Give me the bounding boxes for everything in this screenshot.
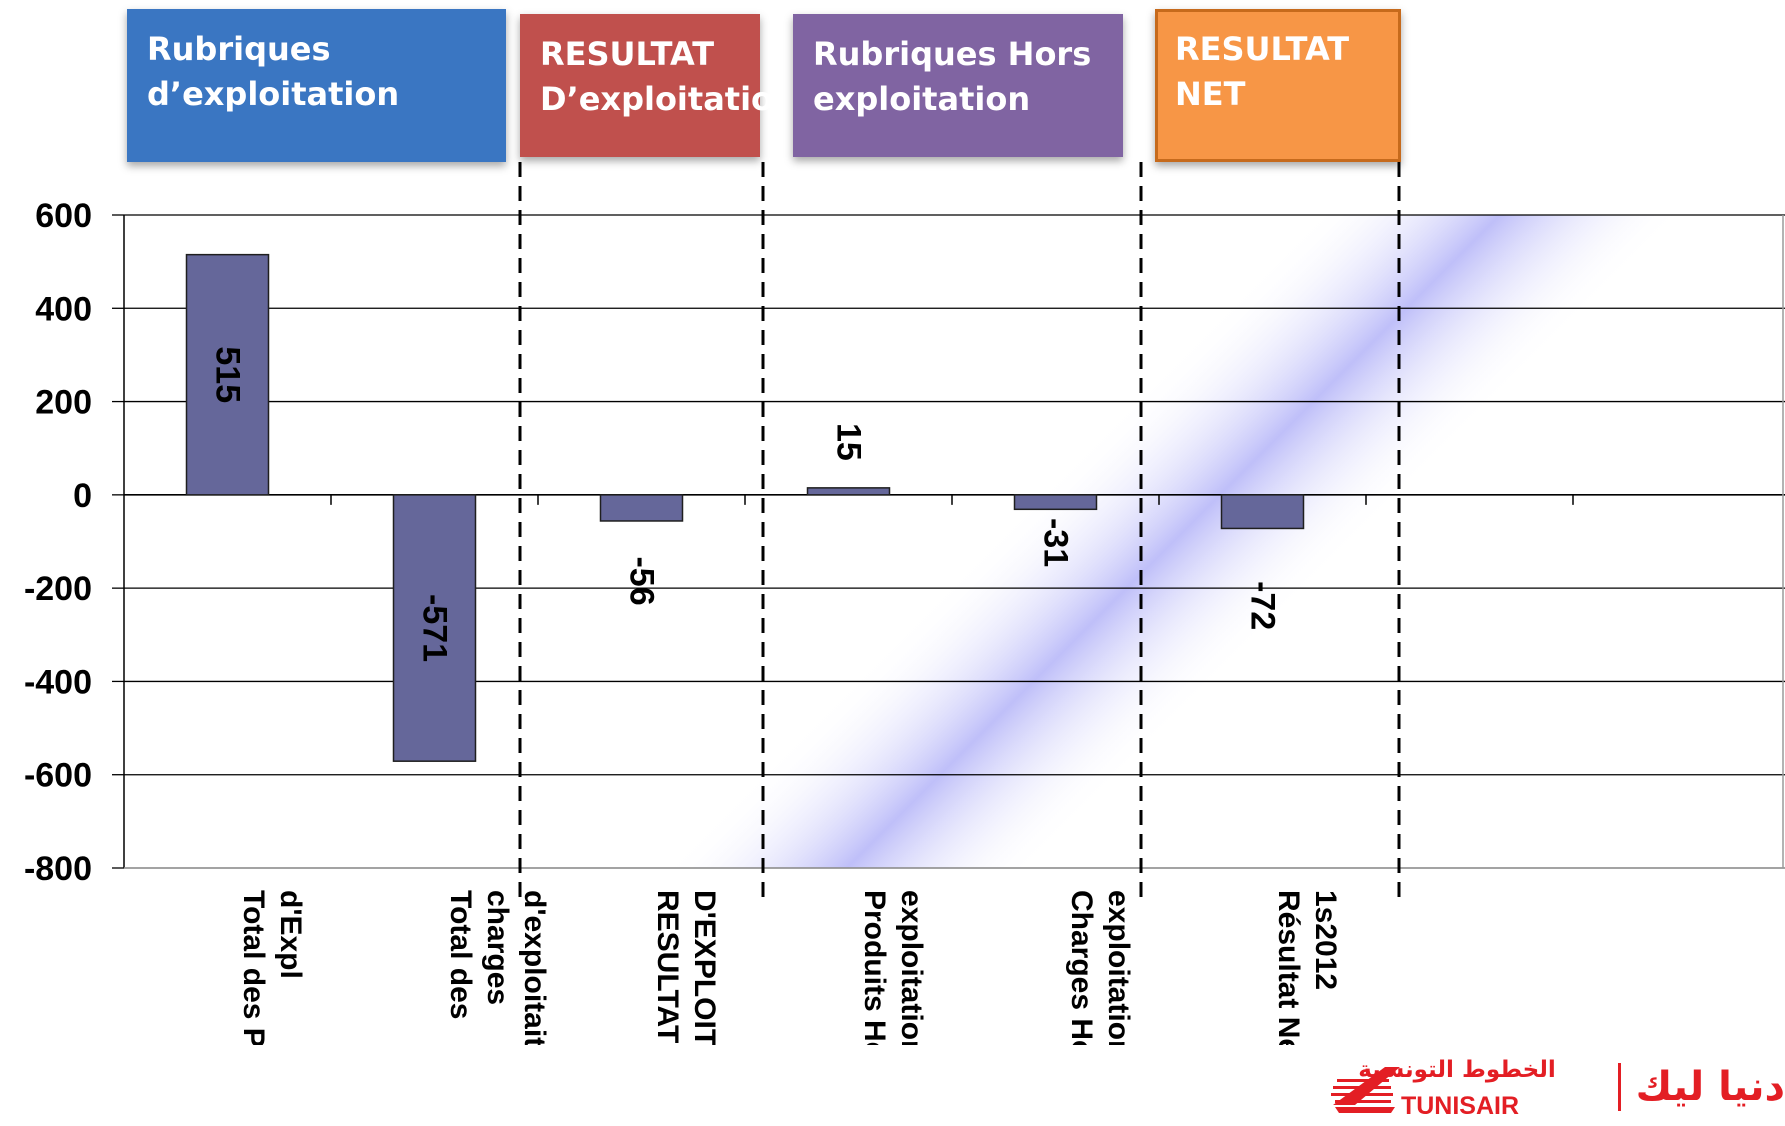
header-operating-result-line-2: D’exploitation [540, 80, 796, 118]
x-category-label-line: Produits Hors [858, 890, 891, 1045]
tunisair-logo: الخطوط التونسية TUNISAIR دنيا ليك [1331, 1057, 1785, 1120]
bar [599, 494, 684, 522]
header-non-operating-items: Rubriques Hors exploitation [793, 14, 1123, 157]
x-category-label-line: RESULTAT [651, 890, 684, 1043]
x-category-label-line: d'exploitaiton [518, 890, 551, 1045]
bar-chart: 600 400 200 0 -200 -400 -600 -800 515 Total des P… [24, 162, 1785, 1045]
data-label: -72 [1244, 581, 1282, 630]
x-category-label-line: D'EXPLOITATION [688, 890, 721, 1045]
bar [1013, 494, 1098, 511]
logo-separator [1618, 1063, 1621, 1111]
x-category-label-line: Résultat Net [1272, 890, 1305, 1045]
x-category-label: Charges Hors exploitation [1065, 890, 1135, 1045]
x-category-label: Total des Pdts d'Expl [237, 890, 307, 1045]
y-tick-label: 400 [35, 290, 92, 328]
x-category-label: Total des charges d'exploitaiton [444, 890, 551, 1045]
y-tick-label: -800 [24, 850, 92, 888]
x-category-label: Résultat Net 1s2012 [1272, 890, 1342, 1045]
x-category-label-line: exploitation [895, 890, 928, 1045]
plot-background-band [124, 215, 1785, 868]
header-operating-result: RESULTAT D’exploitation [520, 14, 796, 157]
x-category-label-line: Charges Hors [1065, 890, 1098, 1045]
data-label: 515 [209, 346, 247, 403]
header-net-result-line-1: RESULTAT [1175, 30, 1350, 68]
data-label: -56 [623, 556, 661, 605]
x-category-label: RESULTAT D'EXPLOITATION [651, 890, 721, 1045]
header-non-operating-items-line-1: Rubriques Hors [813, 35, 1092, 73]
bar [806, 487, 891, 496]
x-category-label-line: exploitation [1102, 890, 1135, 1045]
y-tick-label: 200 [35, 384, 92, 422]
data-label: -31 [1037, 518, 1075, 567]
data-label: -571 [416, 594, 454, 662]
header-net-result: RESULTAT NET [1155, 9, 1401, 162]
y-tick-label: -400 [24, 663, 92, 701]
logo-slogan: دنيا ليك [1636, 1064, 1785, 1110]
x-category-label-line: Total des Pdts [237, 890, 270, 1045]
x-category-label: Produits Hors exploitation [858, 890, 928, 1045]
bar [1220, 494, 1305, 530]
logo-arabic-name: الخطوط التونسية [1358, 1057, 1556, 1083]
y-tick-label: 0 [73, 477, 92, 515]
y-tick-label: -600 [24, 757, 92, 795]
header-net-result-line-2: NET [1175, 75, 1246, 113]
tunisair-emblem [1331, 1067, 1400, 1113]
x-category-label-line: charges [481, 890, 514, 1005]
bar [185, 253, 270, 496]
logo-brand: TUNISAIR [1401, 1092, 1519, 1120]
header-operating-items-line-1: Rubriques [147, 30, 331, 68]
header-operating-result-line-1: RESULTAT [540, 35, 715, 73]
y-tick-label: -200 [24, 570, 92, 608]
x-category-label-line: 1s2012 [1309, 890, 1342, 990]
data-label: 15 [830, 423, 868, 461]
header-non-operating-items-line-2: exploitation [813, 80, 1031, 118]
bar [392, 494, 477, 762]
header-operating-items-line-2: d’exploitation [147, 75, 400, 113]
x-category-label-line: d'Expl [274, 890, 307, 979]
header-operating-items: Rubriques d’exploitation [127, 9, 506, 162]
y-tick-label: 600 [35, 197, 92, 235]
x-category-label-line: Total des [444, 890, 477, 1019]
